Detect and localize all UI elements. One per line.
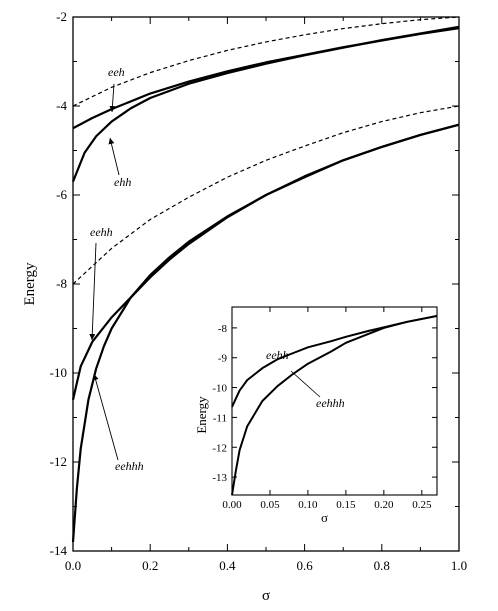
series-line-2 — [72, 27, 460, 130]
series-line-1 — [72, 16, 460, 107]
inset-y-tick-label: -9 — [218, 353, 228, 365]
inset-x-tick-label: 0.15 — [336, 499, 356, 511]
annotation-label: eehhh — [115, 459, 144, 473]
series-line-4 — [72, 105, 460, 285]
annotation-arrow — [92, 373, 119, 461]
y-tick-label: -14 — [50, 543, 68, 558]
x-tick-label: 0.0 — [65, 558, 81, 573]
inset-annotation-label: eehhh — [316, 396, 345, 410]
x-tick-label: 0.4 — [219, 558, 236, 573]
annotation-label: eehh — [90, 225, 113, 239]
inset-x-tick-label: 0.10 — [298, 499, 318, 511]
y-tick-label: -6 — [56, 187, 67, 202]
x-tick-label: 0.6 — [296, 558, 313, 573]
inset-x-tick-label: 0.25 — [412, 499, 432, 511]
inset-y-tick-label: -8 — [218, 323, 228, 335]
y-tick-label: -8 — [56, 276, 67, 291]
y-tick-label: -10 — [50, 365, 67, 380]
inset-y-tick-label: -10 — [212, 383, 227, 395]
inset-annotation-leader — [290, 370, 321, 398]
inset-frame — [231, 306, 438, 496]
y-tick-label: -4 — [56, 98, 67, 113]
inset-x-tick-label: 0.20 — [374, 499, 394, 511]
inset-chart: 0.00 0.05 0.10 0.15 0.20 0.25 -8 -9 -10 -11 -12 -13… — [194, 306, 438, 525]
annotation-label: ehh — [114, 175, 131, 189]
annotation-label: eeh — [108, 65, 125, 79]
inset-annotation-label: eehh — [266, 348, 289, 362]
x-tick-label: 0.2 — [142, 558, 158, 573]
x-tick-label: 1.0 — [451, 558, 467, 573]
inset-y-tick-label: -13 — [212, 472, 227, 484]
annotation-arrow — [108, 137, 120, 176]
main-chart: 0.0 0.2 0.4 0.6 0.8 1.0 -14 -12 -10 -8 -6 -4 -2 σ Ener… — [22, 9, 467, 604]
annotation-arrow — [109, 83, 116, 113]
inset-x-tick-label: 0.05 — [260, 499, 280, 511]
inset-x-axis-title: σ — [321, 510, 328, 525]
inset-y-tick-label: -11 — [213, 412, 227, 424]
inset-y-axis-title: Energy — [194, 396, 209, 434]
inset-y-tick-label: -12 — [212, 442, 227, 454]
series-line-3 — [71, 25, 460, 183]
inset-x-tick-label: 0.00 — [222, 499, 242, 511]
y-tick-label: -12 — [50, 454, 67, 469]
x-axis-title: σ — [262, 588, 270, 604]
x-tick-label: 0.8 — [374, 558, 390, 573]
series-line-6 — [71, 123, 460, 543]
inset-series-line-2 — [231, 314, 438, 496]
annotation-arrow — [89, 242, 97, 341]
y-tick-label: -2 — [56, 9, 67, 24]
y-axis-title: Energy — [22, 262, 38, 306]
